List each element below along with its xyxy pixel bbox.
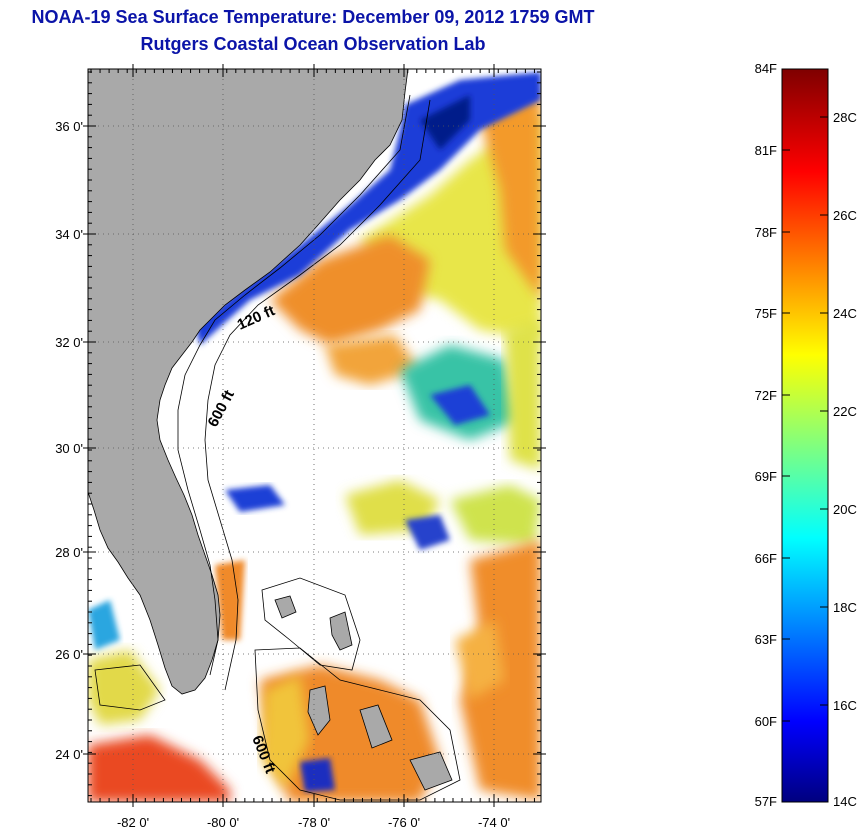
land-grand-bahama	[274, 595, 297, 619]
f-label-69: 69F	[755, 469, 777, 484]
lat-label-26: 26 0'	[55, 647, 83, 662]
colorbar-fahrenheit-labels: 84F 81F 78F 75F 72F 69F 66F 63F 60F 57F	[755, 61, 777, 809]
colorbar-celsius-labels: 28C 26C 24C 22C 20C 18C 16C 14C	[833, 110, 857, 809]
land-exuma	[409, 751, 453, 791]
land-abaco	[329, 611, 353, 651]
c-label-24: 24C	[833, 306, 857, 321]
f-label-84: 84F	[755, 61, 777, 76]
axis-ticks	[83, 64, 546, 807]
f-label-57: 57F	[755, 794, 777, 809]
land-andros	[307, 685, 331, 736]
f-label-66: 66F	[755, 551, 777, 566]
lat-label-24: 24 0'	[55, 747, 83, 762]
sst-field	[88, 72, 541, 802]
lon-label-82: -82 0'	[117, 815, 149, 830]
lon-label-76: -76 0'	[388, 815, 420, 830]
latitude-axis: 36 0' 34 0' 32 0' 30 0' 28 0' 26 0' 24 0…	[55, 119, 83, 762]
lat-label-34: 34 0'	[55, 227, 83, 242]
lat-label-32: 32 0'	[55, 335, 83, 350]
f-label-60: 60F	[755, 714, 777, 729]
land-us-southeast-coast	[88, 69, 409, 695]
lat-label-36: 36 0'	[55, 119, 83, 134]
c-label-20: 20C	[833, 502, 857, 517]
c-label-28: 28C	[833, 110, 857, 125]
map-panel: 120 ft 600 ft 600 ft	[88, 69, 541, 802]
c-label-16: 16C	[833, 698, 857, 713]
c-label-22: 22C	[833, 404, 857, 419]
f-label-75: 75F	[755, 306, 777, 321]
c-label-26: 26C	[833, 208, 857, 223]
lat-label-30: 30 0'	[55, 441, 83, 456]
map-title: NOAA-19 Sea Surface Temperature: Decembe…	[31, 7, 595, 27]
map-subtitle: Rutgers Coastal Ocean Observation Lab	[140, 34, 486, 54]
colorbar-gradient	[781, 68, 829, 803]
f-label-72: 72F	[755, 388, 777, 403]
f-label-63: 63F	[755, 632, 777, 647]
lon-label-78: -78 0'	[298, 815, 330, 830]
map-grid	[88, 69, 541, 802]
lon-label-80: -80 0'	[207, 815, 239, 830]
temperature-colorbar: 84F 81F 78F 75F 72F 69F 66F 63F 60F 57F …	[755, 61, 857, 809]
c-label-14: 14C	[833, 794, 857, 809]
f-label-81: 81F	[755, 143, 777, 158]
land-eleuthera	[359, 704, 393, 749]
lat-label-28: 28 0'	[55, 545, 83, 560]
lon-label-74: -74 0'	[478, 815, 510, 830]
c-label-18: 18C	[833, 600, 857, 615]
f-label-78: 78F	[755, 225, 777, 240]
isobath-contours	[94, 94, 461, 801]
longitude-axis: -82 0' -80 0' -78 0' -76 0' -74 0'	[117, 815, 510, 830]
